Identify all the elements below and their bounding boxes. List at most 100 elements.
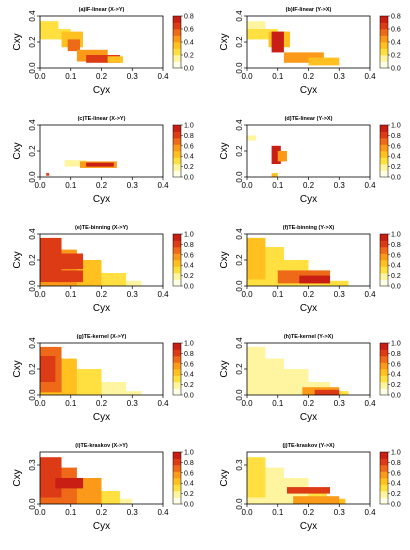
x-tick-label: 0.1 — [65, 290, 77, 299]
colorbar-segment — [173, 465, 181, 472]
y-tick-label: 0.2 — [235, 363, 244, 375]
y-tick-label: 0.0 — [28, 498, 37, 510]
y-tick-label: 0.2 — [28, 36, 37, 48]
colorbar-tick-label: 1.0 — [391, 341, 401, 348]
colorbar-segment — [380, 471, 388, 479]
x-tick-label: 0.0 — [34, 181, 46, 190]
x-tick-label: 0.4 — [364, 508, 376, 517]
y-tick-label: 0.2 — [235, 254, 244, 266]
y-tick-label: 0.2 — [235, 36, 244, 48]
y-tick-label: 0.0 — [235, 389, 244, 401]
colorbar-segment — [380, 55, 388, 62]
colorbar-segment — [173, 343, 181, 350]
x-tick-label: 0.0 — [34, 290, 46, 299]
plot-area — [247, 125, 370, 177]
x-axis-label: Cyx — [93, 412, 110, 423]
colorbar-segment — [380, 279, 388, 287]
heatmap-cells — [40, 457, 133, 504]
colorbar-tick-label: 0.8 — [184, 351, 194, 358]
x-axis-label: Cyx — [93, 85, 110, 96]
colorbar-segment — [173, 35, 181, 43]
x-tick-label: 0.3 — [334, 72, 346, 81]
x-tick-label: 0.0 — [241, 72, 253, 81]
colorbar-segment — [173, 388, 181, 396]
heatmap-cell — [40, 457, 62, 498]
colorbar-segment — [173, 131, 181, 139]
y-tick-label: 0.2 — [28, 254, 37, 266]
y-axis-label: Cxy — [219, 360, 230, 377]
colorbar-segment — [380, 234, 388, 241]
panel: (e)TE-binning (X->Y)0.0 0.1 0.2 0.3 0.40.00.… — [12, 225, 194, 314]
colorbar-tick-label: 0.8 — [184, 14, 194, 21]
x-tick-label: 0.2 — [96, 72, 108, 81]
heatmap-cells — [247, 135, 287, 177]
colorbar-segment — [173, 273, 181, 280]
colorbar-segment — [380, 273, 388, 280]
colorbar-segment — [173, 170, 181, 178]
x-tick-label: 0.3 — [334, 181, 346, 190]
colorbar-segment — [173, 157, 181, 165]
x-tick-label: 0.4 — [364, 181, 376, 190]
x-tick-label: 0.3 — [127, 290, 139, 299]
colorbar-tick-label: 0.2 — [391, 273, 401, 280]
colorbar-tick-label: 0.0 — [184, 393, 194, 400]
colorbar-tick-label: 0.0 — [391, 66, 401, 73]
x-tick-label: 0.0 — [34, 72, 46, 81]
colorbar-segment — [380, 16, 388, 23]
x-tick-label: 0.0 — [34, 399, 46, 408]
colorbar-segment — [173, 375, 181, 383]
heatmap-cell — [64, 160, 87, 167]
colorbar-segment — [173, 484, 181, 492]
colorbar-tick-label: 0.4 — [184, 263, 194, 270]
colorbar-tick-label: 0.6 — [391, 252, 401, 259]
heatmap-cell — [283, 52, 324, 63]
panel: (c)TE-linear (X->Y) 0.0 0.1 0.2 0.3 0.4 0.0 0.2… — [12, 116, 194, 205]
x-tick-label: 0.2 — [303, 399, 315, 408]
y-tick-label: 0.0 — [28, 171, 37, 183]
colorbar-segment — [173, 356, 181, 363]
x-tick-label: 0.0 — [241, 508, 253, 517]
colorbar-tick-label: 0.4 — [391, 263, 401, 270]
panel: (j)TE-kraskov (Y->X)0.0 0.1 0.2 0.3 0.40.00.… — [219, 443, 401, 532]
heatmap-cell — [107, 56, 124, 63]
colorbar-segment — [173, 125, 181, 132]
colorbar-segment — [380, 164, 388, 171]
colorbar-tick-label: 0.0 — [391, 284, 401, 291]
heatmap-cells — [40, 346, 142, 395]
heatmap-cell — [247, 346, 266, 389]
colorbar-tick-label: 0.0 — [184, 502, 194, 509]
heatmap-cells — [46, 160, 117, 176]
colorbar-segment — [173, 42, 181, 49]
colorbar-segment — [173, 48, 181, 56]
x-tick-label: 0.2 — [303, 72, 315, 81]
y-tick-label: 0.0 — [28, 62, 37, 74]
colorbar-segment — [380, 484, 388, 492]
colorbar-segment — [173, 22, 181, 30]
colorbar-segment — [173, 151, 181, 158]
colorbar-segment — [380, 388, 388, 396]
colorbar-segment — [173, 55, 181, 62]
panel-title: (g)TE-kernel (X->Y) — [77, 334, 127, 340]
colorbar-segment — [380, 138, 388, 145]
x-tick-label: 0.4 — [157, 399, 169, 408]
colorbar-segment — [380, 151, 388, 158]
y-tick-label: 0.4 — [235, 10, 244, 22]
y-tick-label: 0.4 — [235, 228, 244, 240]
colorbar-tick-label: 0.6 — [391, 27, 401, 34]
colorbar-tick-label: 0.8 — [391, 133, 401, 140]
heatmap-cell — [61, 253, 84, 270]
colorbar-frame — [172, 342, 182, 396]
y-axis-label: Cxy — [219, 142, 230, 159]
heatmap-cell — [247, 135, 257, 141]
panel: (d)TE-linear (Y->X) 0.0 0.1 0.2 0.3 0.4 0.0 0.2… — [219, 116, 401, 205]
colorbar-frame — [379, 342, 389, 396]
colorbar-tick-label: 0.2 — [391, 491, 401, 498]
x-tick-label: 0.1 — [272, 72, 284, 81]
colorbar-segment — [380, 170, 388, 178]
colorbar-segment — [380, 356, 388, 363]
y-tick-label: 0.4 — [235, 119, 244, 131]
colorbar-frame — [379, 451, 389, 505]
y-tick-label: 0.0 — [235, 171, 244, 183]
y-tick-label: 0.3 — [235, 459, 244, 471]
x-tick-label: 0.4 — [364, 399, 376, 408]
